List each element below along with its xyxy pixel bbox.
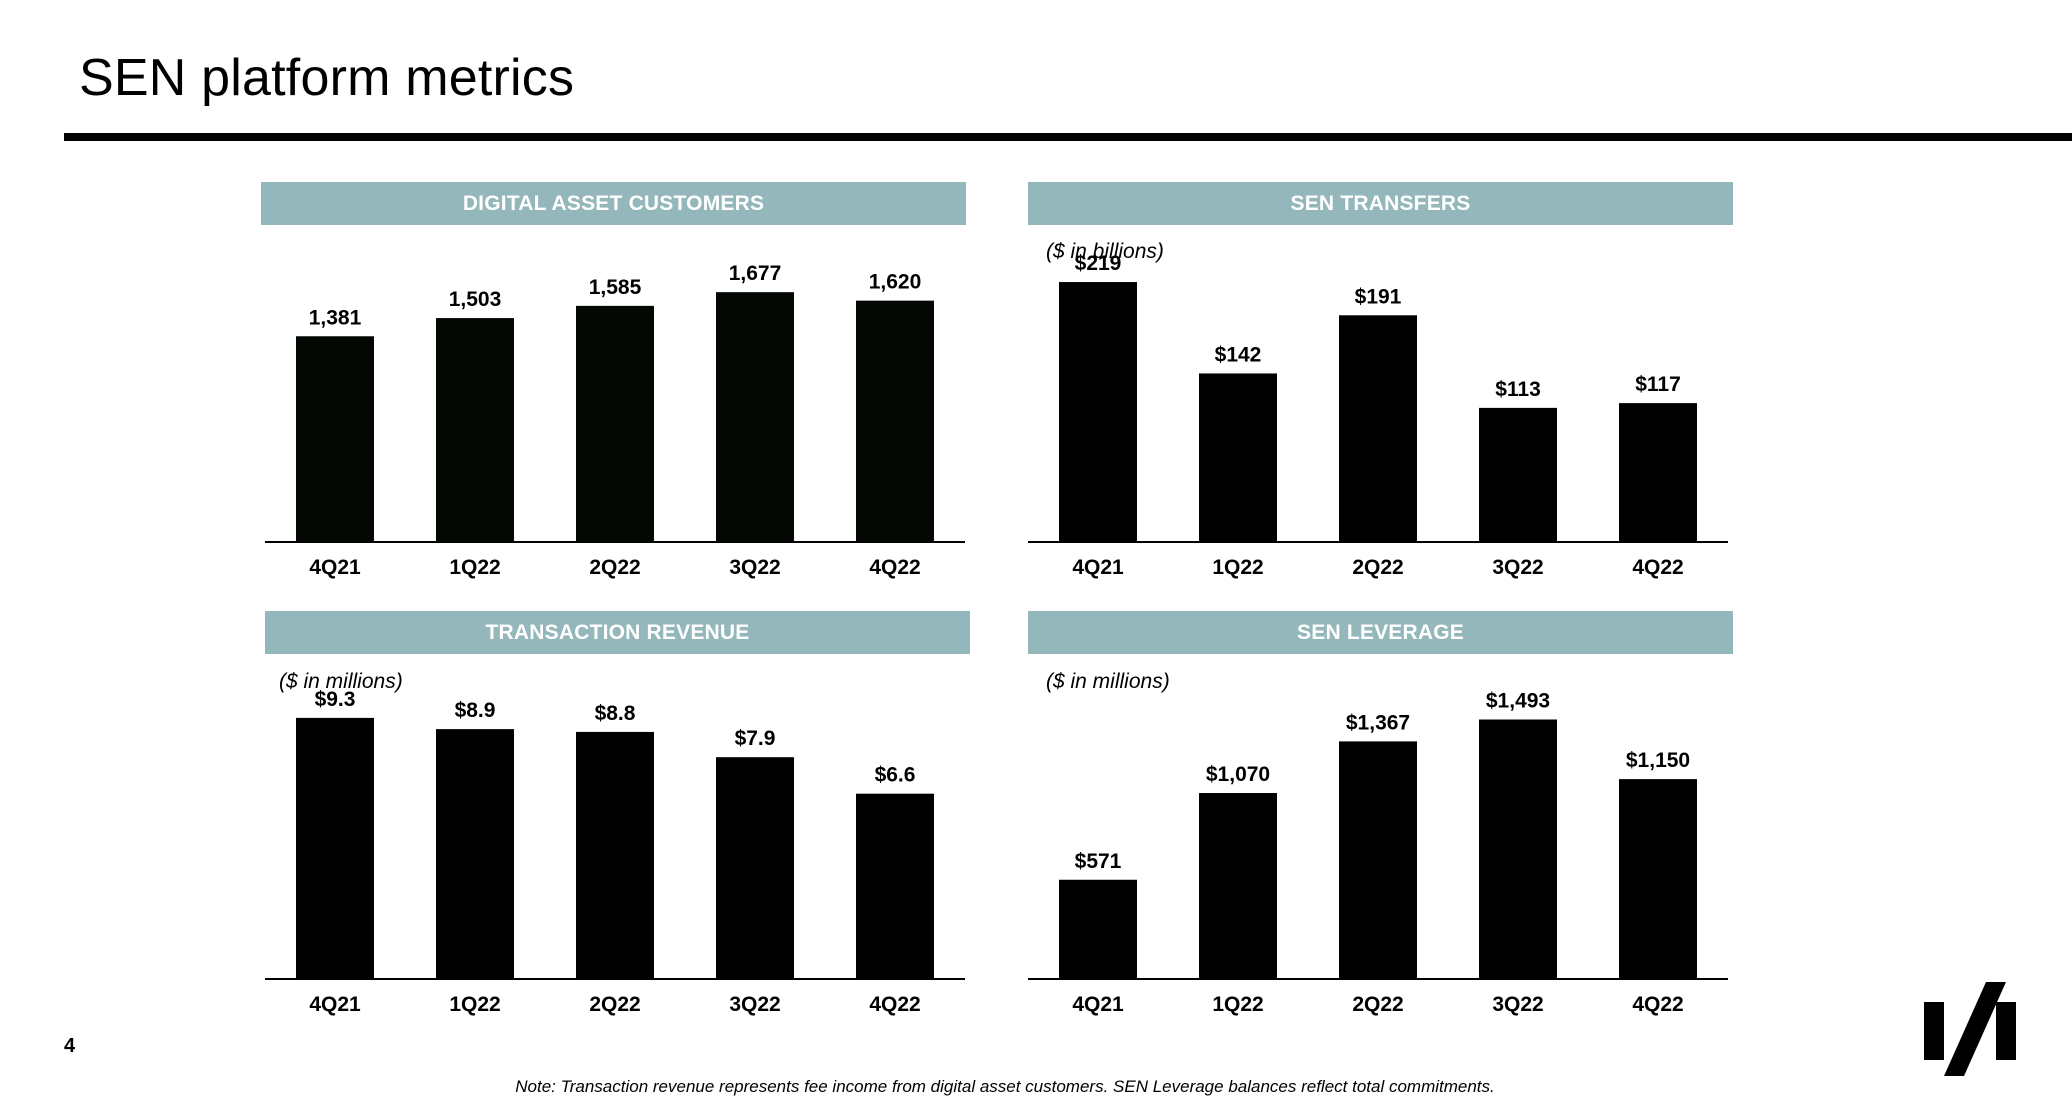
x-tick-label: 3Q22 (1492, 556, 1543, 579)
data-label: $219 (1075, 252, 1122, 275)
chart-header-transaction-revenue: TRANSACTION REVENUE (265, 611, 970, 654)
x-tick-label: 1Q22 (449, 556, 500, 579)
data-label: 1,620 (869, 271, 922, 294)
title-rule (64, 133, 2072, 141)
chart-transaction-revenue: $9.3 4Q21 $8.9 1Q22 $8.8 2Q22 $7.9 3Q22 $6.6 4Q22 (265, 688, 965, 1016)
bar-3q22 (716, 757, 794, 979)
bar-4q22 (856, 300, 934, 542)
x-tick-label: 2Q22 (1352, 556, 1403, 579)
unit-label-billions: ($ in billions) (1046, 240, 1164, 263)
x-tick-label: 4Q21 (1072, 993, 1124, 1016)
data-label: 1,381 (309, 306, 362, 329)
data-label: $8.9 (455, 699, 496, 722)
bar-3q22 (716, 292, 794, 542)
x-tick-label: 1Q22 (1212, 993, 1263, 1016)
page-title: SEN platform metrics (79, 49, 575, 107)
x-tick-label: 4Q21 (309, 993, 361, 1016)
bar-4q22 (856, 793, 934, 979)
data-label: $142 (1215, 343, 1262, 366)
data-label: $1,367 (1346, 711, 1410, 734)
x-tick-label: 4Q22 (869, 993, 920, 1016)
data-label: $571 (1075, 850, 1122, 873)
company-logo-icon (1924, 982, 2016, 1076)
data-label: 1,677 (729, 262, 782, 285)
data-label: $191 (1355, 285, 1402, 308)
page-number: 4 (64, 1035, 76, 1057)
x-tick-label: 2Q22 (1352, 993, 1403, 1016)
bar-1q22 (436, 318, 514, 542)
footnote: Note: Transaction revenue represents fee… (515, 1077, 1495, 1096)
data-label: $113 (1495, 378, 1541, 401)
bar-4q22 (1619, 779, 1697, 979)
x-tick-label: 4Q21 (309, 556, 361, 579)
x-tick-label: 3Q22 (729, 556, 780, 579)
x-tick-label: 1Q22 (1212, 556, 1263, 579)
bar-1q22 (436, 729, 514, 979)
x-tick-label: 3Q22 (1492, 993, 1543, 1016)
bar-2q22 (1339, 741, 1417, 979)
bar-4q21 (1059, 282, 1137, 542)
data-label: $8.8 (595, 702, 636, 725)
bar-4q22 (1619, 403, 1697, 542)
bar-4q21 (1059, 879, 1137, 979)
data-label: $117 (1635, 373, 1681, 396)
data-label: 1,503 (449, 288, 502, 311)
chart-customers: 1,381 4Q21 1,503 1Q22 1,585 2Q22 1,677 3Q22 1,62… (265, 262, 965, 579)
x-tick-label: 2Q22 (589, 993, 640, 1016)
x-tick-label: 4Q22 (1632, 556, 1683, 579)
bar-4q21 (296, 336, 374, 542)
chart-header-sen-transfers: SEN TRANSFERS (1028, 182, 1733, 225)
chart-header-customers: DIGITAL ASSET CUSTOMERS (261, 182, 966, 225)
bar-4q21 (296, 717, 374, 979)
x-tick-label: 4Q22 (1632, 993, 1683, 1016)
x-tick-label: 3Q22 (729, 993, 780, 1016)
data-label: $7.9 (735, 727, 776, 750)
bar-3q22 (1479, 719, 1557, 979)
data-label: $9.3 (315, 688, 356, 711)
bar-3q22 (1479, 407, 1557, 542)
bar-1q22 (1199, 793, 1277, 979)
x-tick-label: 4Q22 (869, 556, 920, 579)
bar-2q22 (1339, 315, 1417, 542)
data-label: $6.6 (875, 764, 916, 787)
x-tick-label: 2Q22 (589, 556, 640, 579)
data-label: $1,493 (1486, 690, 1550, 713)
chart-header-sen-leverage: SEN LEVERAGE (1028, 611, 1733, 654)
data-label: $1,070 (1206, 763, 1270, 786)
chart-sen-transfers: $219 4Q21 $142 1Q22 $191 2Q22 $113 3Q22 $117 4Q22 (1028, 252, 1728, 579)
data-label: 1,585 (589, 276, 642, 299)
x-tick-label: 1Q22 (449, 993, 500, 1016)
unit-label-millions: ($ in millions) (279, 670, 403, 693)
bar-2q22 (576, 731, 654, 979)
bar-1q22 (1199, 373, 1277, 542)
chart-sen-leverage: $571 4Q21 $1,070 1Q22 $1,367 2Q22 $1,493 3Q22 $1… (1028, 690, 1728, 1016)
data-label: $1,150 (1626, 749, 1690, 772)
unit-label-millions: ($ in millions) (1046, 670, 1170, 693)
bar-2q22 (576, 305, 654, 542)
x-tick-label: 4Q21 (1072, 556, 1124, 579)
